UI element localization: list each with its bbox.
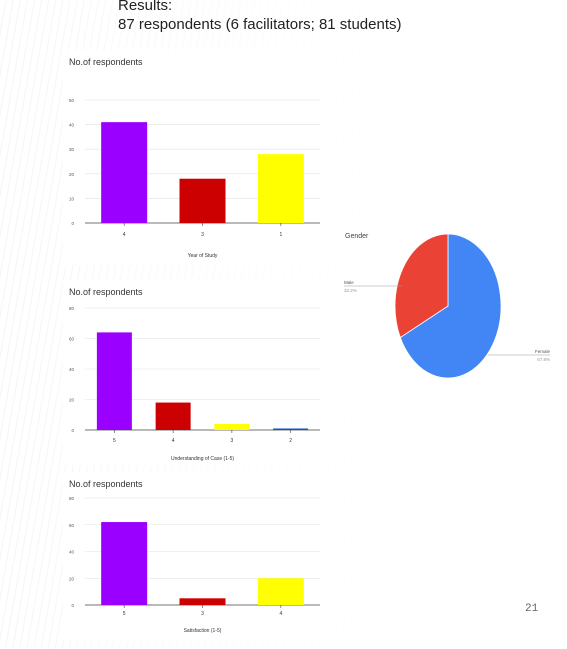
- bar-4: [155, 402, 191, 430]
- bar-2: [273, 428, 309, 430]
- y-tick-label: 80: [69, 306, 75, 311]
- x-tick-label: 5: [123, 611, 126, 617]
- bar-3: [179, 178, 226, 223]
- y-tick-label: 40: [69, 367, 75, 372]
- chart-gender-panel: Gender Female 67.8% Male 32.2%: [338, 222, 558, 402]
- chart-satisfaction: No.of respondents 0 20 40 60 80 5 3 4 Satisfactio…: [69, 479, 320, 634]
- x-tick-label: 2: [289, 438, 292, 444]
- y-tick-label: 20: [69, 398, 75, 403]
- y-tick-label: 30: [69, 147, 75, 152]
- y-tick-label: 10: [69, 196, 75, 201]
- x-tick-label: 5: [113, 438, 116, 444]
- slide-number: 21: [525, 603, 539, 615]
- x-tick-label: 4: [172, 438, 175, 444]
- bar-4: [257, 578, 304, 605]
- y-tick-label: 60: [69, 523, 75, 528]
- y-tick-label: 60: [69, 337, 75, 342]
- heading-line-2: 87 respondents (6 facilitators; 81 stude…: [118, 16, 402, 33]
- y-tick-label: 80: [69, 496, 75, 501]
- slice-male: [394, 233, 449, 339]
- chart-title: No.of respondents: [69, 57, 143, 67]
- bar-5: [101, 522, 148, 605]
- chart-satisfaction-panel: No.of respondents 0 20 40 60 80 5 3 4 Satisfactio…: [63, 472, 333, 640]
- chart-title: No.of respondents: [69, 287, 143, 297]
- chart-title: Gender: [345, 233, 369, 240]
- y-tick-label: 0: [71, 221, 74, 226]
- y-tick-label: 40: [69, 123, 75, 128]
- x-tick-label: 4: [279, 611, 282, 617]
- x-tick-label: 3: [201, 232, 204, 238]
- bar-3: [179, 598, 226, 605]
- legend-label-female: Female: [535, 349, 551, 354]
- chart-year-of-study: No.of respondents 0 10 20 30 40 50 4 3 1 Year of S…: [69, 57, 320, 259]
- x-tick-label: 4: [123, 232, 126, 238]
- y-tick-label: 40: [69, 550, 75, 555]
- x-axis-label: Year of Study: [188, 253, 218, 259]
- slide-heading: Results: 87 respondents (6 facilitators;…: [118, 0, 402, 34]
- value-label-male: 32.2%: [344, 288, 357, 293]
- legend-label-male: Male: [344, 280, 354, 285]
- bar-5: [96, 332, 132, 430]
- chart-year-of-study-panel: No.of respondents 0 10 20 30 40 50 4 3 1 Year of S…: [63, 50, 333, 265]
- bar-1: [257, 154, 304, 223]
- chart-gender: Gender Female 67.8% Male 32.2%: [344, 233, 551, 379]
- y-tick-label: 0: [71, 603, 74, 608]
- chart-understanding: No.of respondents 0 20 40 60 80 5 4 3 2 Understand…: [69, 287, 320, 462]
- x-axis-label: Satisfaction (1-5): [184, 628, 222, 634]
- y-tick-label: 50: [69, 98, 75, 103]
- chart-understanding-panel: No.of respondents 0 20 40 60 80 5 4 3 2 Understand…: [63, 280, 333, 465]
- bar-4: [101, 122, 148, 223]
- x-axis-label: Understanding of Case (1-5): [171, 456, 234, 462]
- bar-3: [214, 423, 250, 430]
- value-label-female: 67.8%: [537, 357, 550, 362]
- x-tick-label: 1: [279, 232, 282, 238]
- y-tick-label: 20: [69, 172, 75, 177]
- y-tick-label: 20: [69, 576, 75, 581]
- heading-line-1: Results:: [118, 0, 173, 14]
- x-tick-label: 3: [201, 611, 204, 617]
- chart-title: No.of respondents: [69, 479, 143, 489]
- y-tick-label: 0: [71, 428, 74, 433]
- slice-female: [399, 233, 502, 379]
- x-tick-label: 3: [230, 438, 233, 444]
